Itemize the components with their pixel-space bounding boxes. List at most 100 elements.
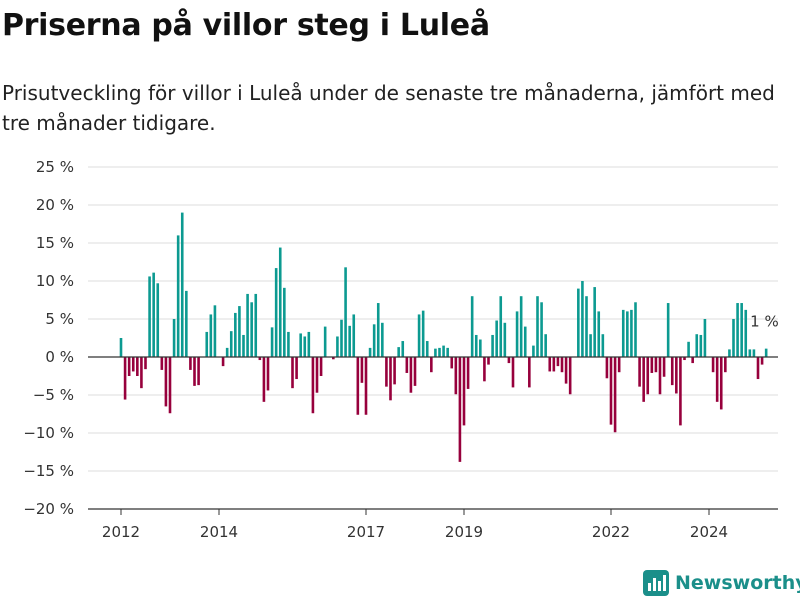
bar	[650, 357, 654, 373]
bar	[209, 314, 213, 357]
bar	[601, 334, 605, 357]
bar	[185, 290, 188, 357]
y-tick-label: −5 %	[33, 386, 74, 404]
bar	[675, 357, 678, 394]
bar	[564, 357, 568, 384]
bar	[119, 338, 123, 357]
bar	[438, 347, 441, 357]
x-tick-label: 2022	[592, 523, 630, 541]
bar	[695, 334, 699, 357]
page-title: Priserna på villor steg i Luleå	[2, 8, 490, 43]
bar	[123, 357, 127, 400]
y-tick-label: −15 %	[23, 462, 74, 480]
bar	[221, 357, 225, 367]
bar	[581, 281, 584, 357]
y-tick-label: 0 %	[45, 348, 74, 366]
bar	[254, 293, 258, 357]
bar	[144, 357, 147, 370]
bar	[164, 357, 168, 407]
bar	[270, 327, 274, 357]
bar	[699, 334, 703, 357]
y-tick-label: 20 %	[36, 196, 74, 214]
bar	[519, 296, 523, 357]
bar	[756, 357, 760, 380]
bar	[458, 357, 462, 462]
bar	[724, 357, 727, 373]
bar	[234, 312, 237, 357]
bar	[336, 336, 339, 357]
bar	[250, 302, 253, 357]
bar	[515, 311, 519, 357]
bar	[740, 303, 743, 357]
bar	[409, 357, 413, 393]
y-tick-label: 15 %	[36, 234, 74, 252]
bar	[442, 345, 445, 357]
bar	[736, 303, 739, 357]
brand-logo: Newsworthy	[643, 566, 800, 600]
bar	[434, 348, 437, 357]
bar	[593, 287, 596, 357]
bar	[421, 310, 425, 357]
bar	[577, 288, 580, 357]
bar	[491, 334, 494, 357]
bar	[760, 357, 764, 365]
bar	[528, 357, 531, 388]
bar	[242, 334, 245, 357]
bar	[691, 357, 694, 364]
bar	[197, 357, 200, 386]
bar	[381, 322, 384, 357]
x-tick-label: 2017	[347, 523, 385, 541]
bar	[507, 357, 511, 364]
bar	[425, 341, 429, 357]
bar	[283, 287, 286, 357]
bar	[662, 357, 666, 377]
bar-chart-logo-icon	[643, 570, 669, 596]
bar	[295, 357, 298, 380]
bar	[180, 212, 184, 357]
bar	[483, 357, 486, 382]
y-tick-label: 5 %	[45, 310, 74, 328]
bar	[430, 357, 433, 373]
bar	[585, 296, 588, 357]
bar	[376, 303, 380, 357]
bar	[630, 309, 633, 357]
bar	[679, 357, 682, 426]
bar	[393, 357, 396, 385]
bar	[568, 357, 572, 395]
bar	[548, 357, 552, 372]
bar	[413, 357, 417, 386]
y-tick-label: 10 %	[36, 272, 74, 290]
bar	[732, 319, 735, 357]
bar	[368, 347, 372, 357]
bar	[495, 320, 498, 357]
bar	[246, 293, 249, 357]
bar	[634, 302, 637, 357]
bar	[470, 296, 474, 357]
bar	[319, 357, 323, 376]
bar	[646, 357, 650, 395]
bar	[666, 303, 670, 357]
bar	[397, 347, 400, 357]
bars	[119, 212, 768, 462]
x-axis-tick-labels: 2012 2014 2017 2019 2022 2024	[102, 509, 728, 541]
bar	[764, 348, 768, 357]
bar	[560, 357, 564, 373]
bar	[462, 357, 466, 426]
bar	[499, 296, 503, 357]
bar	[703, 319, 707, 357]
bar	[258, 357, 262, 361]
bar	[291, 357, 294, 389]
bar	[340, 319, 343, 357]
bar	[225, 347, 229, 357]
bar	[728, 349, 731, 357]
bar	[348, 325, 351, 357]
bar	[287, 331, 290, 357]
x-tick-label: 2012	[102, 523, 140, 541]
bar	[160, 357, 164, 370]
bar	[332, 357, 335, 360]
bar	[323, 326, 327, 357]
bar-chart: 25 % 20 % 15 % 10 % 5 % 0 % −5 % −10 % −15 % −20 …	[23, 158, 778, 541]
bar	[356, 357, 360, 415]
bar	[315, 357, 319, 393]
bar	[532, 345, 535, 357]
